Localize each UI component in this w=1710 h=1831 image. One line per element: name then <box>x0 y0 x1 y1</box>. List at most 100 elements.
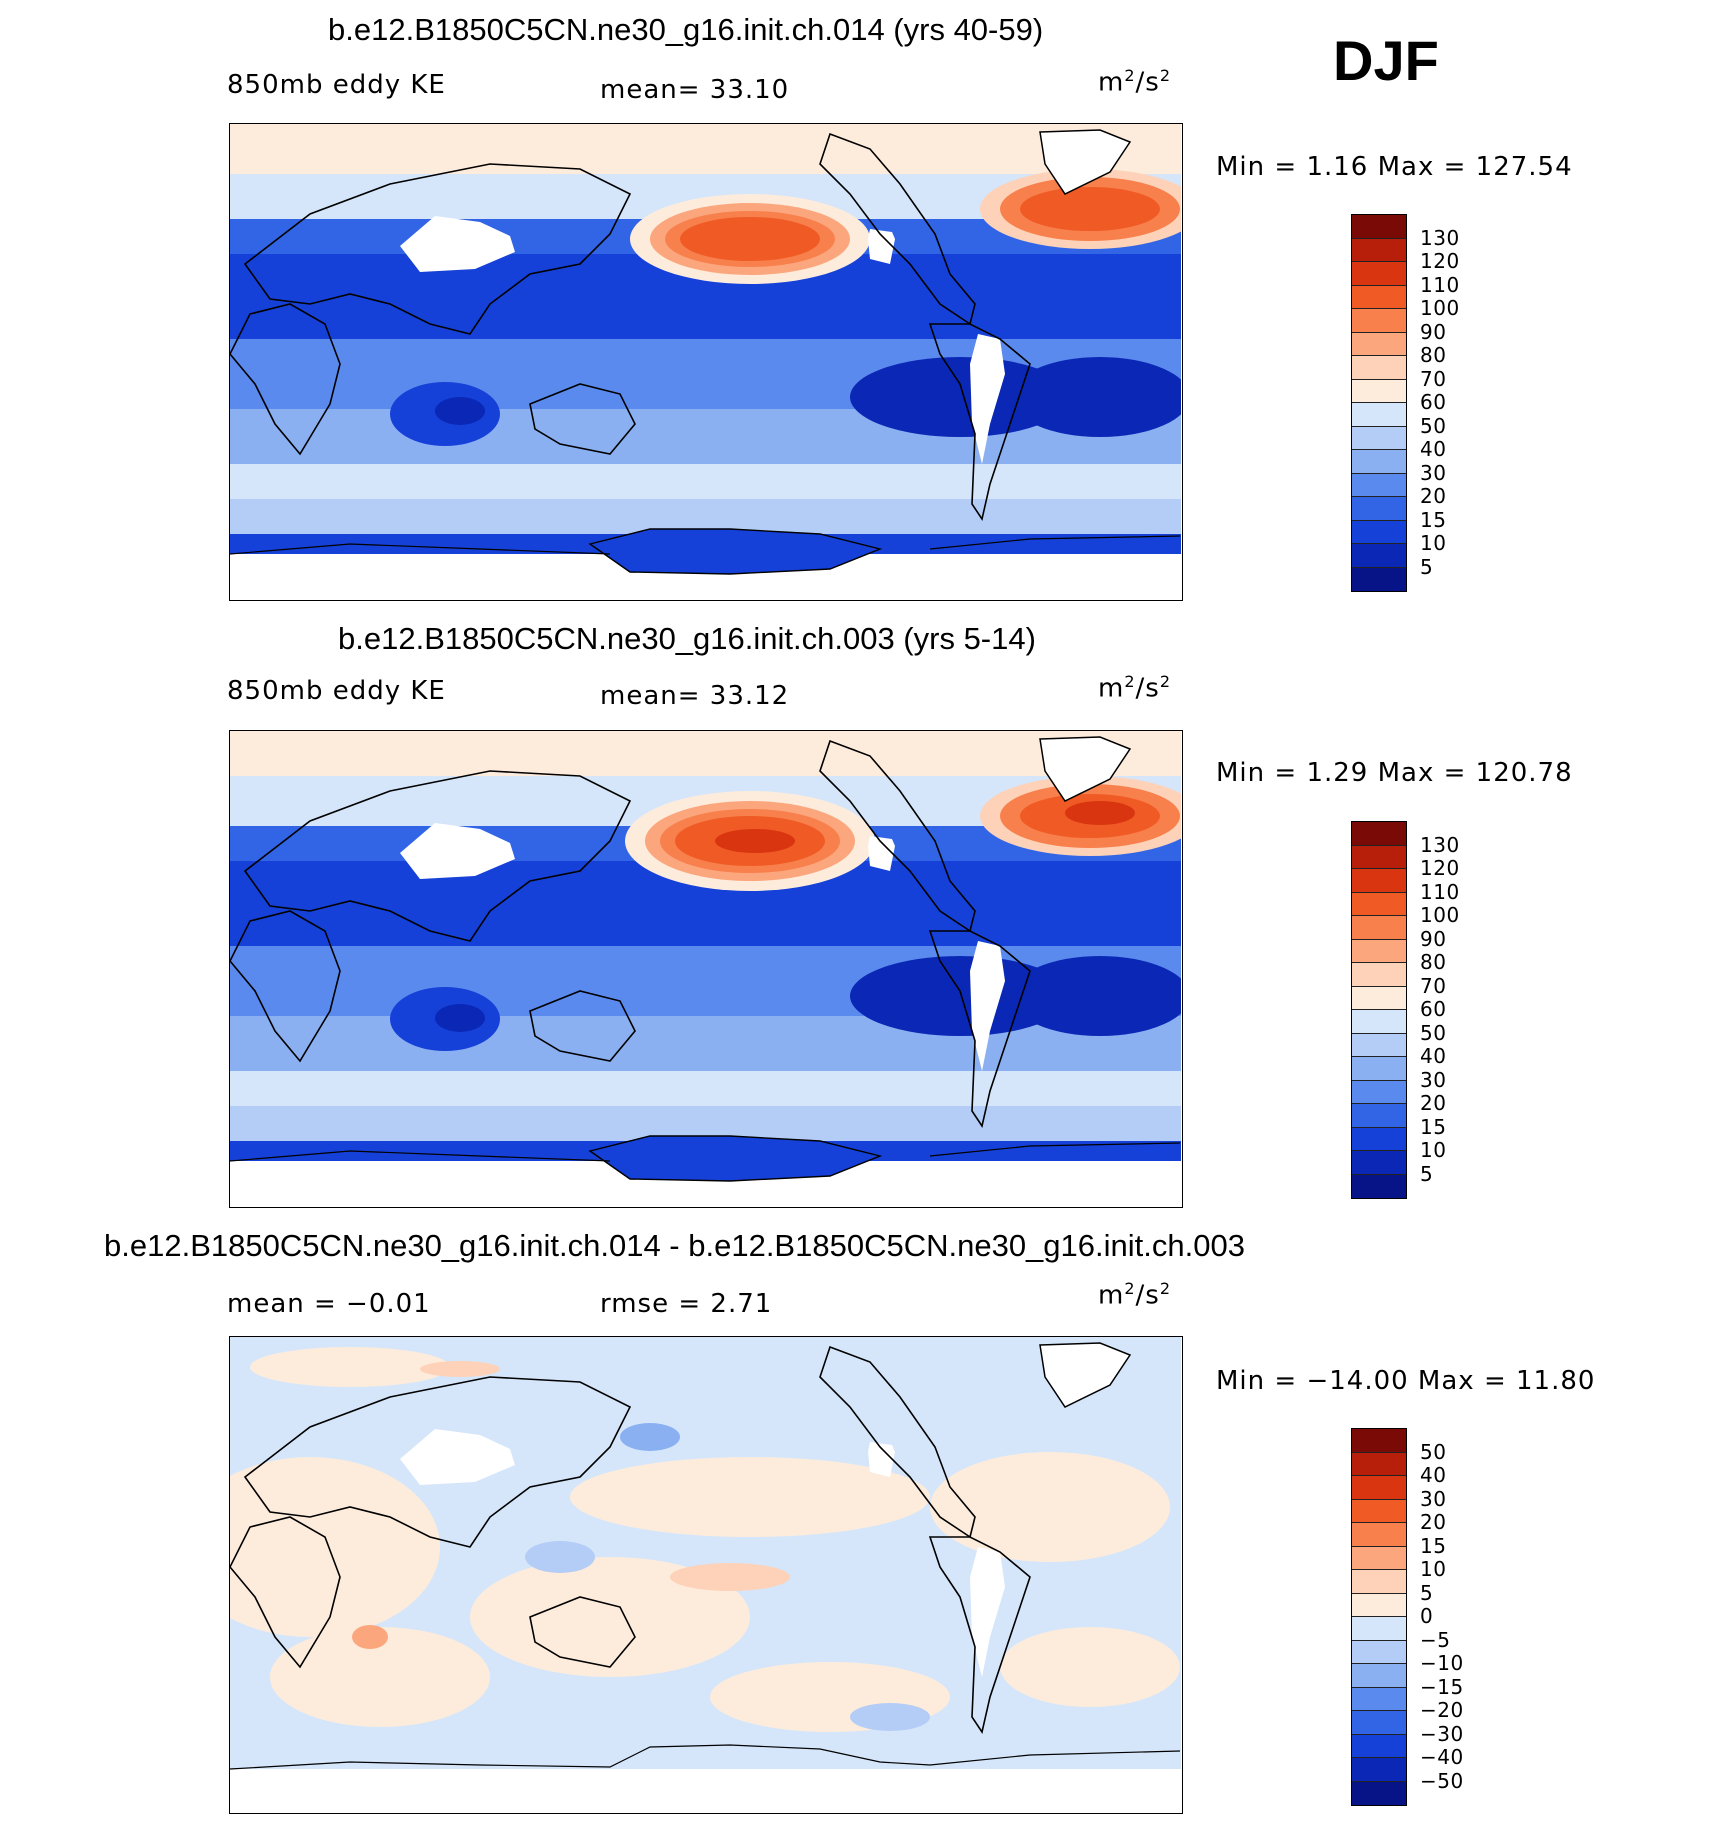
colorbar-swatch <box>1352 1429 1406 1453</box>
colorbar-tick-label: 100 <box>1420 903 1460 927</box>
colorbar-tick-label: −30 <box>1420 1721 1464 1746</box>
colorbar-swatch <box>1352 1617 1406 1641</box>
colorbar-tick-label: 15 <box>1420 1533 1447 1558</box>
colorbar-swatch <box>1352 1033 1406 1057</box>
colorbar-swatch <box>1352 403 1406 427</box>
colorbar-swatch <box>1352 356 1406 380</box>
colorbar-tick-label: 90 <box>1420 926 1447 951</box>
colorbar-tick-label: 20 <box>1420 1091 1447 1115</box>
colorbar-tick-label: −50 <box>1420 1768 1464 1793</box>
colorbar-swatch <box>1352 1664 1406 1688</box>
colorbar-tick-label: 10 <box>1420 531 1447 555</box>
colorbar-swatch <box>1352 1570 1406 1594</box>
colorbar-tick-label: 5 <box>1420 554 1434 579</box>
colorbar-swatch <box>1352 1174 1406 1198</box>
colorbar-tick-label: 10 <box>1420 1138 1447 1162</box>
colorbar-tick-label: −40 <box>1420 1745 1464 1769</box>
panel-2-field-label: 850mb eddy KE <box>227 676 446 706</box>
panel-3-minmax: Min = −14.00 Max = 11.80 <box>1216 1366 1596 1396</box>
panel-3-rmse-label: rmse = 2.71 <box>600 1289 773 1319</box>
colorbar-tick-label: 50 <box>1420 413 1447 438</box>
colorbar-swatch <box>1352 1593 1406 1617</box>
panel-2-map <box>229 730 1183 1208</box>
colorbar-tick-label: 5 <box>1420 1580 1434 1605</box>
colorbar-swatch <box>1352 473 1406 497</box>
colorbar-swatch <box>1352 1151 1406 1175</box>
colorbar-tick-label: 80 <box>1420 950 1447 974</box>
panel-3-mean-label: mean = −0.01 <box>227 1289 431 1319</box>
colorbar-tick-label: 50 <box>1420 1439 1447 1464</box>
colorbar-tick-label: 70 <box>1420 366 1447 391</box>
colorbar-swatch <box>1352 1499 1406 1523</box>
colorbar-tick-label: 30 <box>1420 460 1447 485</box>
colorbar-swatch <box>1352 332 1406 356</box>
panel-2-mean-label: mean= 33.12 <box>600 681 790 711</box>
colorbar-swatch <box>1352 845 1406 869</box>
colorbar-swatch <box>1352 1452 1406 1476</box>
colorbar-tick-label: 15 <box>1420 507 1447 532</box>
colorbar-tick-label: −15 <box>1420 1674 1464 1699</box>
panel-1-units: m2/s2 <box>1098 66 1172 98</box>
colorbar-tick-label: 60 <box>1420 997 1447 1021</box>
colorbar-swatch <box>1352 285 1406 309</box>
colorbar-swatch <box>1352 544 1406 568</box>
colorbar-tick-label: 15 <box>1420 1114 1447 1139</box>
colorbar-swatch <box>1352 1010 1406 1034</box>
colorbar-tick-label: 60 <box>1420 390 1447 414</box>
colorbar-tick-label: 40 <box>1420 437 1447 461</box>
colorbar-swatch <box>1352 1546 1406 1570</box>
colorbar-swatch <box>1352 426 1406 450</box>
colorbar-tick-label: 70 <box>1420 973 1447 998</box>
colorbar-tick-label: 30 <box>1420 1486 1447 1511</box>
colorbar-tick-label: 100 <box>1420 296 1460 320</box>
colorbar-swatch <box>1352 1711 1406 1735</box>
colorbar-swatch <box>1352 1781 1406 1805</box>
colorbar-tick-label: 110 <box>1420 272 1460 297</box>
colorbar-swatch <box>1352 986 1406 1010</box>
colorbar-tick-label: 80 <box>1420 343 1447 367</box>
panel-1-colorbar <box>1351 214 1407 592</box>
colorbar-swatch <box>1352 379 1406 403</box>
colorbar-swatch <box>1352 567 1406 591</box>
colorbar-swatch <box>1352 1687 1406 1711</box>
colorbar-tick-label: 50 <box>1420 1020 1447 1045</box>
colorbar-tick-label: 130 <box>1420 832 1460 857</box>
colorbar-swatch <box>1352 215 1406 239</box>
colorbar-swatch <box>1352 1734 1406 1758</box>
panel-1-minmax: Min = 1.16 Max = 127.54 <box>1216 152 1573 182</box>
colorbar-tick-label: 120 <box>1420 249 1460 273</box>
colorbar-tick-label: 40 <box>1420 1463 1447 1487</box>
colorbar-tick-label: 20 <box>1420 1510 1447 1534</box>
colorbar-swatch <box>1352 1057 1406 1081</box>
colorbar-tick-label: 120 <box>1420 856 1460 880</box>
colorbar-swatch <box>1352 309 1406 333</box>
panel-1-map <box>229 123 1183 601</box>
panel-2-units: m2/s2 <box>1098 672 1172 704</box>
colorbar-tick-label: −20 <box>1420 1698 1464 1722</box>
colorbar-tick-label: 30 <box>1420 1067 1447 1092</box>
colorbar-tick-label: 10 <box>1420 1557 1447 1581</box>
panel-1-field-label: 850mb eddy KE <box>227 70 446 100</box>
colorbar-swatch <box>1352 262 1406 286</box>
panel-3-title: b.e12.B1850C5CN.ne30_g16.init.ch.014 - b… <box>104 1228 1245 1263</box>
colorbar-swatch <box>1352 1104 1406 1128</box>
season-label: DJF <box>1333 29 1439 92</box>
panel-3-units: m2/s2 <box>1098 1279 1172 1311</box>
colorbar-swatch <box>1352 1758 1406 1782</box>
colorbar-swatch <box>1352 1476 1406 1500</box>
colorbar-tick-label: 0 <box>1420 1604 1434 1628</box>
panel-3-map <box>229 1336 1183 1814</box>
colorbar-tick-label: 5 <box>1420 1161 1434 1186</box>
colorbar-swatch <box>1352 822 1406 846</box>
panel-3-map-graphic <box>230 1337 1181 1812</box>
panel-2-colorbar <box>1351 821 1407 1199</box>
colorbar-swatch <box>1352 450 1406 474</box>
colorbar-swatch <box>1352 238 1406 262</box>
colorbar-swatch <box>1352 916 1406 940</box>
colorbar-swatch <box>1352 869 1406 893</box>
colorbar-tick-label: 90 <box>1420 319 1447 344</box>
colorbar-swatch <box>1352 892 1406 916</box>
colorbar-swatch <box>1352 963 1406 987</box>
colorbar-swatch <box>1352 520 1406 544</box>
colorbar-swatch <box>1352 1640 1406 1664</box>
